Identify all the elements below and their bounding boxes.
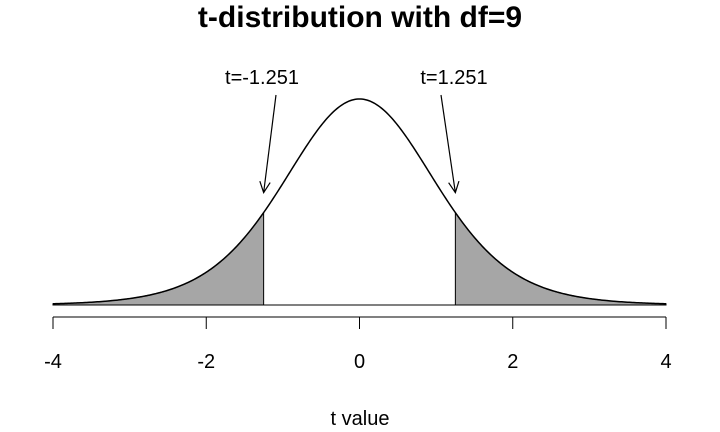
x-axis-label: t value [331,408,390,430]
shaded-right-tail [454,211,667,306]
density-curve [52,98,667,305]
x-tick-label: 4 [660,351,671,373]
x-tick-label: 2 [507,351,518,373]
annotation-arrow-left [263,94,277,193]
x-tick-label: -4 [44,351,62,373]
shaded-tail-regions [52,211,667,306]
annotations: t=-1.251 t=1.251 [225,67,488,194]
annotation-arrow-right [440,94,456,193]
x-axis: -4 -2 0 2 4 [44,316,672,373]
annotation-label-left: t=-1.251 [225,67,299,89]
annotation-arrowhead-right [448,180,460,194]
chart-title: t-distribution with df=9 [198,1,522,34]
x-tick-label: -2 [197,351,215,373]
annotation-label-right: t=1.251 [420,67,487,89]
shaded-left-tail [52,211,265,306]
x-tick-label: 0 [354,351,365,373]
annotation-arrowhead-left [259,181,271,194]
